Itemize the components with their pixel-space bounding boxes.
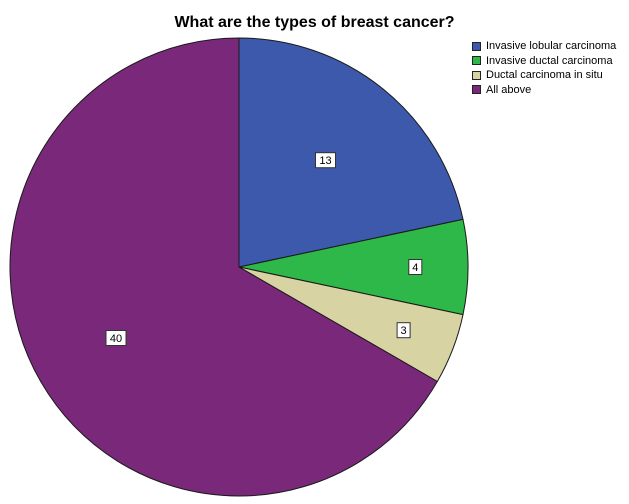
chart-title: What are the types of breast cancer? [174, 14, 455, 31]
pie-slice-invasive-lobular-carcinoma [238, 37, 464, 268]
legend-item-all-above: All above [472, 83, 616, 98]
data-label-box [408, 259, 423, 275]
data-label-text: 13 [319, 155, 331, 167]
legend-label: All above [486, 83, 532, 96]
legend-item-invasive-lobular-carcinoma: Invasive lobular carcinoma [472, 39, 616, 54]
data-label: 40 [105, 330, 127, 346]
pie-slice-all-above [9, 37, 439, 497]
legend-item-ductal-carcinoma-in-situ: Ductal carcinoma in situ [472, 68, 616, 83]
data-label-box [315, 152, 336, 169]
data-label: 13 [315, 152, 336, 169]
legend-swatch [472, 56, 481, 66]
legend-label: Ductal carcinoma in situ [486, 69, 603, 81]
data-label-text: 40 [110, 333, 122, 345]
legend-swatch [472, 85, 481, 95]
legend-swatch [472, 41, 481, 51]
data-label-box [396, 322, 411, 339]
data-label-box [105, 330, 127, 346]
data-label-text: 4 [412, 262, 418, 274]
data-label: 3 [396, 322, 411, 339]
data-label: 4 [408, 259, 423, 275]
legend-label: Invasive lobular carcinoma [486, 40, 617, 52]
data-label-text: 3 [401, 325, 407, 337]
legend: Invasive lobular carcinoma Invasive duct… [472, 39, 616, 97]
legend-swatch [472, 70, 481, 80]
legend-label: Invasive ductal carcinoma [486, 54, 613, 67]
legend-item-invasive-ductal-carcinoma: Invasive ductal carcinoma [472, 54, 616, 69]
